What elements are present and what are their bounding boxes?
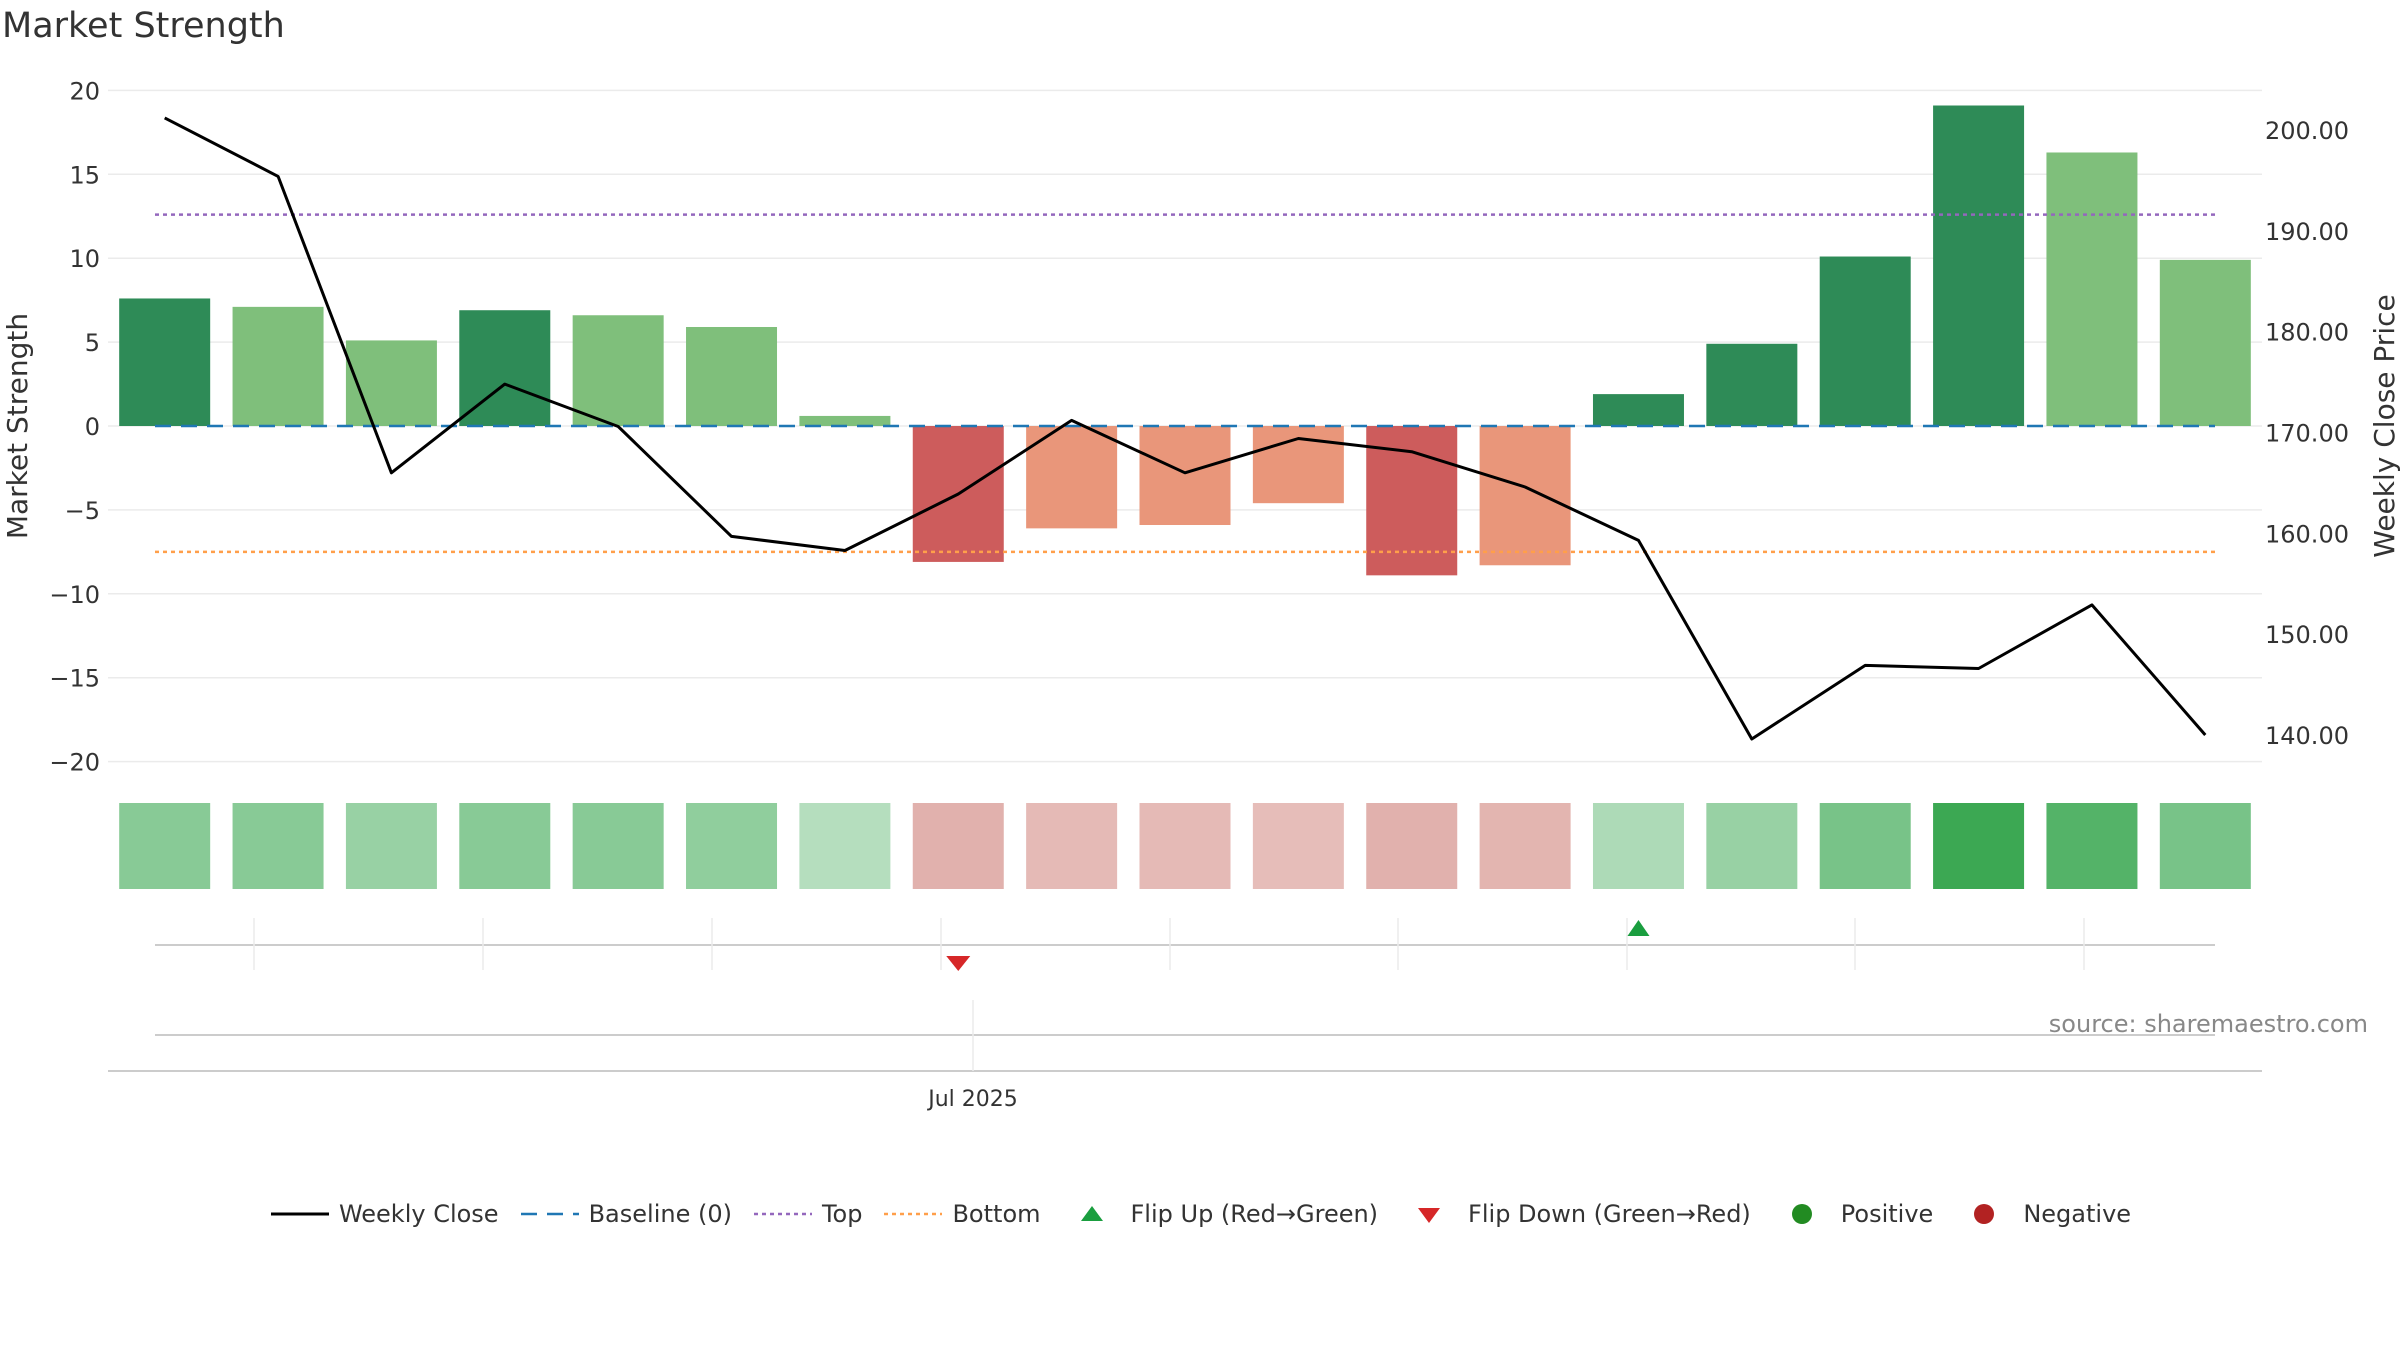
flip-down-marker bbox=[946, 956, 971, 971]
legend-item-bottom: Bottom bbox=[882, 1200, 1041, 1228]
strength-bar bbox=[1706, 343, 1798, 426]
legend-label: Positive bbox=[1840, 1200, 1934, 1228]
y-tick-label: −20 bbox=[49, 749, 100, 777]
y-tick-label: 0 bbox=[85, 413, 100, 441]
heat-cell bbox=[119, 803, 211, 889]
heat-cell bbox=[2046, 803, 2138, 889]
y-tick-label: 20 bbox=[69, 77, 100, 105]
heat-cell bbox=[1139, 803, 1231, 889]
flip-up-marker bbox=[1627, 920, 1650, 936]
x-tick-label: Jul 2025 bbox=[926, 1087, 1018, 1112]
legend-item-baseline: Baseline (0) bbox=[519, 1200, 732, 1228]
strength-bar bbox=[1592, 394, 1684, 426]
legend-label: Flip Down (Green→Red) bbox=[1468, 1200, 1751, 1228]
strength-bar bbox=[119, 298, 211, 426]
heat-cell bbox=[912, 803, 1004, 889]
y2-tick-label: 190.00 bbox=[2265, 218, 2349, 246]
legend-item-flip-down: Flip Down (Green→Red) bbox=[1398, 1200, 1751, 1228]
legend-label: Top bbox=[821, 1200, 863, 1228]
y2-tick-label: 170.00 bbox=[2265, 420, 2349, 448]
heat-cell bbox=[232, 803, 324, 889]
legend-mark bbox=[1974, 1204, 1995, 1224]
strength-bar bbox=[686, 326, 778, 426]
y-tick-label: −5 bbox=[65, 497, 100, 525]
heat-cell bbox=[572, 803, 664, 889]
legend-label: Weekly Close bbox=[338, 1200, 499, 1228]
heat-cell bbox=[1366, 803, 1458, 889]
heat-strip bbox=[119, 803, 2251, 889]
legend-swatch-close bbox=[269, 1202, 331, 1226]
weekly-close-series bbox=[164, 116, 2207, 741]
y-tick-label: 15 bbox=[69, 161, 100, 189]
heat-cell bbox=[1706, 803, 1798, 889]
strength-bar bbox=[1819, 256, 1911, 426]
strength-bar bbox=[1479, 426, 1571, 566]
legend-swatch-top bbox=[752, 1202, 814, 1226]
legend-item-positive: Positive bbox=[1771, 1200, 1934, 1228]
legend-swatch-positive bbox=[1771, 1202, 1833, 1226]
flip-markers-panel bbox=[155, 918, 2215, 971]
strength-bar bbox=[2046, 152, 2138, 426]
chart-title: Market Strength bbox=[2, 6, 285, 46]
source-note: source: sharemaestro.com bbox=[2048, 1010, 2368, 1038]
heat-cell bbox=[1026, 803, 1118, 889]
strength-bar bbox=[345, 340, 437, 426]
legend-item-negative: Negative bbox=[1953, 1200, 2131, 1228]
heat-cell bbox=[2159, 803, 2251, 889]
legend-swatch-flip-up bbox=[1061, 1202, 1123, 1226]
y-tick-label: 5 bbox=[85, 329, 100, 357]
y-axis-title: Market Strength bbox=[1, 313, 34, 539]
heat-cell bbox=[799, 803, 891, 889]
legend: Weekly Close Baseline (0) Top Bottom Flip Up… bbox=[0, 1200, 2400, 1228]
y2-tick-label: 150.00 bbox=[2265, 621, 2349, 649]
legend-swatch-negative bbox=[1953, 1202, 2015, 1226]
heat-cell bbox=[1592, 803, 1684, 889]
y2-tick-label: 180.00 bbox=[2265, 319, 2349, 347]
time-axis: Jul 2025 bbox=[108, 1000, 2262, 1112]
reference-lines bbox=[155, 213, 2215, 554]
strength-bar bbox=[572, 315, 664, 426]
legend-label: Flip Up (Red→Green) bbox=[1130, 1200, 1379, 1228]
legend-swatch-bottom bbox=[882, 1202, 944, 1226]
weekly-close-line bbox=[164, 116, 2207, 741]
heat-cell bbox=[1479, 803, 1571, 889]
strength-bar bbox=[1933, 105, 2025, 426]
legend-item-close: Weekly Close bbox=[269, 1200, 499, 1228]
y2-axis-title: Weekly Close Price bbox=[2368, 294, 2400, 557]
legend-mark bbox=[1418, 1208, 1441, 1223]
heat-cell bbox=[686, 803, 778, 889]
axes: 20 15 10 5 0 −5 −10 −15 −20 200.00 190.00 180.00 170… bbox=[1, 77, 2400, 776]
legend-swatch-flip-down bbox=[1398, 1202, 1460, 1226]
strength-bar bbox=[232, 306, 324, 426]
legend-mark bbox=[1080, 1206, 1103, 1221]
legend-label: Negative bbox=[2023, 1200, 2132, 1228]
strength-bars bbox=[119, 105, 2251, 576]
heat-cell bbox=[1933, 803, 2025, 889]
strength-bar bbox=[1139, 426, 1231, 526]
legend-swatch-baseline bbox=[519, 1202, 581, 1226]
legend-item-flip-up: Flip Up (Red→Green) bbox=[1061, 1200, 1379, 1228]
y2-tick-label: 160.00 bbox=[2265, 520, 2349, 548]
y2-tick-label: 200.00 bbox=[2265, 117, 2349, 145]
legend-label: Baseline (0) bbox=[588, 1200, 732, 1228]
heat-cell bbox=[459, 803, 551, 889]
legend-item-top: Top bbox=[752, 1200, 863, 1228]
strength-bar bbox=[2159, 259, 2251, 426]
legend-label: Bottom bbox=[952, 1200, 1041, 1228]
y-tick-label: −15 bbox=[49, 665, 100, 693]
y2-tick-label: 140.00 bbox=[2265, 722, 2349, 750]
strength-bar bbox=[1026, 426, 1118, 529]
heat-cell bbox=[1252, 803, 1344, 889]
heat-cell bbox=[345, 803, 437, 889]
y-tick-label: 10 bbox=[69, 245, 100, 273]
legend-mark bbox=[1791, 1204, 1812, 1224]
heat-cell bbox=[1819, 803, 1911, 889]
strength-bar bbox=[799, 415, 891, 426]
y-tick-label: −10 bbox=[49, 581, 100, 609]
